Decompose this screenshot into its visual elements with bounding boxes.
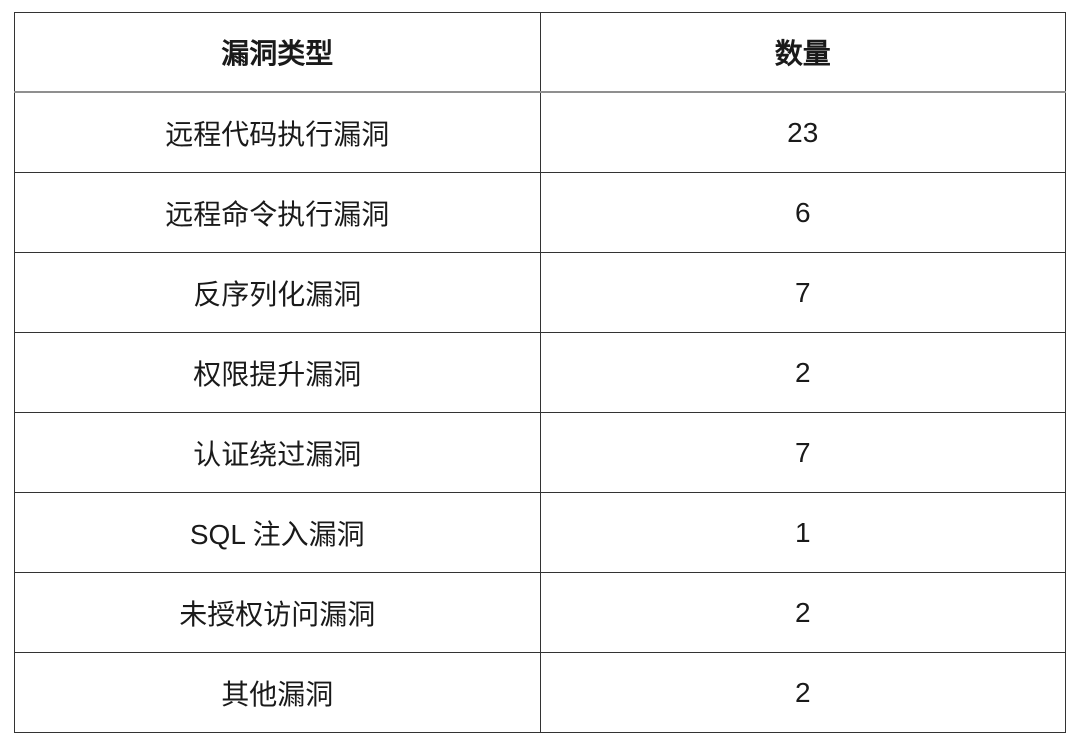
vuln-type-cell: 认证绕过漏洞	[14, 412, 541, 493]
table-row: 未授权访问漏洞 2	[14, 572, 1066, 653]
vuln-type-cell: 远程命令执行漏洞	[14, 172, 541, 253]
vuln-count-cell: 23	[539, 91, 1066, 173]
table-row: 权限提升漏洞 2	[14, 332, 1066, 413]
vuln-count-cell: 2	[539, 652, 1066, 733]
table-row: 其他漏洞 2	[14, 652, 1066, 733]
vuln-type-cell: 权限提升漏洞	[14, 332, 541, 413]
vuln-count-cell: 6	[539, 172, 1066, 253]
table-header-row: 漏洞类型 数量	[14, 12, 1066, 93]
table-row: 远程代码执行漏洞 23	[14, 91, 1066, 173]
vuln-type-cell: 反序列化漏洞	[14, 252, 541, 333]
vuln-type-cell: SQL 注入漏洞	[14, 492, 541, 573]
vuln-count-cell: 2	[539, 572, 1066, 653]
table-row: SQL 注入漏洞 1	[14, 492, 1066, 573]
column-header-count: 数量	[539, 12, 1066, 93]
vuln-type-cell: 远程代码执行漏洞	[14, 91, 541, 173]
table-row: 远程命令执行漏洞 6	[14, 172, 1066, 253]
vulnerability-count-table: 漏洞类型 数量 远程代码执行漏洞 23 远程命令执行漏洞 6 反序列化漏洞 7 …	[14, 12, 1066, 733]
vuln-count-cell: 7	[539, 412, 1066, 493]
vuln-type-cell: 未授权访问漏洞	[14, 572, 541, 653]
vuln-count-cell: 7	[539, 252, 1066, 333]
table-row: 认证绕过漏洞 7	[14, 412, 1066, 493]
vuln-count-cell: 2	[539, 332, 1066, 413]
table-row: 反序列化漏洞 7	[14, 252, 1066, 333]
vuln-type-cell: 其他漏洞	[14, 652, 541, 733]
vuln-count-cell: 1	[539, 492, 1066, 573]
column-header-vuln-type: 漏洞类型	[14, 12, 541, 93]
